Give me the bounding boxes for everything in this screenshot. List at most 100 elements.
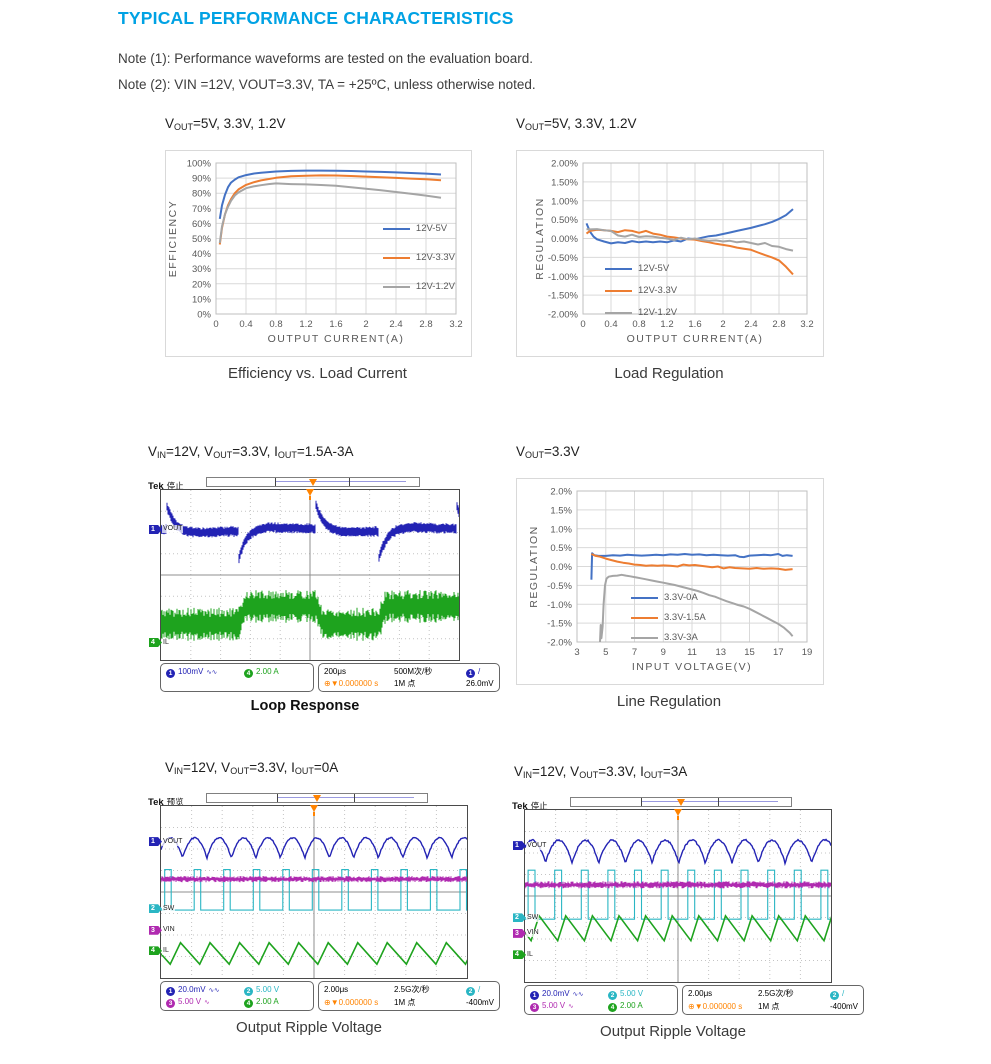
plot-border [576, 490, 808, 643]
x-tick-label: 0.8 [632, 319, 645, 330]
figure-output-ripple-0a: VIN=12V, VOUT=3.3V, IOUT=0A Tek 预览 1 VOUT 2 SW… [148, 760, 501, 1036]
waveform-pulse-trace [525, 869, 831, 920]
channel-scale: 5.00 V [620, 989, 644, 998]
y-tick-label: -0.50% [548, 253, 579, 264]
series-3.3V-1.5A [590, 553, 793, 571]
horizontal-offset-readout: ⊕▼0.000000 s [688, 1001, 743, 1011]
waveform-ripple-trace [525, 838, 831, 867]
coupling-icon: ∿∿ [572, 991, 584, 998]
x-tick-label: 2.8 [419, 319, 432, 330]
condition-text: =3.3V, I [249, 760, 295, 775]
channel-chip: 2 [608, 991, 617, 1000]
acquisition-bar [206, 477, 420, 487]
legend-label: 12V-5V [415, 223, 448, 234]
acquisition-bar [206, 793, 428, 803]
x-tick-label: 13 [715, 647, 726, 658]
y-tick-label: -1.00% [548, 272, 579, 283]
y-tick-label: 30% [192, 264, 212, 275]
figure-caption: Output Ripple Voltage [236, 1019, 382, 1036]
trigger-slope-icon: / [478, 667, 481, 676]
figure-caption: Load Regulation [614, 365, 724, 382]
y-tick-label: 2.00% [551, 159, 578, 170]
tek-logo: Tek [512, 801, 528, 812]
x-axis-title: OUTPUT CURRENT(A) [627, 333, 764, 345]
note-2: Note (2): VIN =12V, VOUT=3.3V, TA = +25º… [118, 77, 536, 92]
figure-line-regulation: VOUT=3.3V 3 5 7 9 11 13 15 17 19 -2.0% -1.5% -1.0% -0… [516, 444, 824, 710]
condition-subscript: IN [523, 770, 533, 780]
legend-label: 12V-3.3V [415, 252, 455, 263]
x-tick-label: 11 [687, 647, 697, 658]
condition-text: =12V, V [183, 760, 231, 775]
chart-canvas: 0 0.4 0.8 1.2 1.6 2 2.4 2.8 3.2 0% 10% 20% 30% 40% 50%… [167, 159, 463, 346]
y-tick-label: 1.50% [551, 177, 578, 188]
oscilloscope-output-ripple-3a: Tek 停止 1 VOUT 2 SW 3 VIN 4 IL 1 20.0mV ∿∿ 2 5.00 V 3 5.0… [512, 796, 865, 1015]
channel-label: IL [162, 638, 170, 647]
scope-header: Tek 停止 [512, 796, 832, 812]
condition-text: V [165, 116, 175, 131]
x-tick-label: 0.4 [604, 319, 617, 330]
x-tick-label: 1.2 [299, 319, 312, 330]
figure-caption: Efficiency vs. Load Current [228, 365, 407, 382]
channel-number-flag: 4 [149, 946, 162, 956]
figure-caption: Loop Response [250, 698, 360, 714]
x-tick-label: 15 [744, 647, 755, 658]
channel-chip: 4 [608, 1003, 617, 1012]
x-tick-label: 0.4 [239, 319, 252, 330]
figure-load-regulation: VOUT=5V, 3.3V, 1.2V 0 0.4 0.8 1.2 1.6 2 2.4 2.8 3… [516, 116, 824, 382]
sample-rate-readout: 2.5G次/秒 [394, 985, 430, 994]
series-3.3V-0A [590, 552, 793, 580]
channel-readouts-box: 1 20.0mV ∿∿ 2 5.00 V 3 5.00 V ∿ 4 2.00 A [160, 981, 314, 1011]
legend-swatch [382, 256, 410, 259]
graticule-center-lines [161, 806, 467, 978]
legend-swatch [631, 616, 658, 619]
legend-label: 12V-1.2V [415, 281, 455, 292]
y-axis-title: REGULATION [528, 525, 540, 607]
acquisition-divider [354, 794, 356, 802]
trigger-level-readout: -400mV [466, 997, 495, 1007]
channel-marker-il: 4 IL [149, 638, 170, 647]
x-tick-label: 3.2 [449, 319, 462, 330]
acquisition-window-line [274, 481, 407, 482]
trigger-marker [310, 805, 318, 816]
oscilloscope-output-ripple-0a: Tek 预览 1 VOUT 2 SW 3 VIN 4 IL 1 20.0mV ∿∿ 2 5.00 V 3 5.0… [148, 792, 501, 1011]
x-tick-label: 1.6 [329, 319, 342, 330]
legend-swatch [605, 311, 632, 314]
acquisition-divider [718, 798, 720, 806]
channel-scale: 2.00 A [256, 997, 279, 1006]
coupling-icon: ∿∿ [208, 987, 220, 994]
x-tick-label: 0.8 [269, 319, 282, 330]
channel-chip: 2 [244, 987, 253, 996]
x-tick-label: 5 [603, 647, 608, 658]
chart-line-regulation: 3 5 7 9 11 13 15 17 19 -2.0% -1.5% -1.0% -0.5% 0.0% 0.… [516, 478, 824, 685]
tek-logo: Tek [148, 481, 164, 492]
trigger-source-readout: 1/ [466, 666, 494, 678]
channel-marker-il: 4 IL [149, 946, 170, 956]
legend-entry: 12V-5V [605, 263, 677, 274]
channel-chip: 1 [530, 991, 539, 1000]
y-tick-label: 20% [192, 279, 212, 290]
graticule: 1 VOUT 2 SW 3 VIN 4 IL [513, 809, 832, 983]
x-tick-label: 0 [213, 319, 218, 330]
scope-status-bar: 1 100mV ∿∿ 4 2.00 A 200μs 500M次/秒 1/⊕▼0.000000 … [160, 663, 500, 692]
y-tick-label: 0.50% [551, 215, 578, 226]
channel-number-flag: 2 [149, 904, 162, 914]
channel-scale: 20.0mV [542, 989, 570, 998]
y-tick-label: 2.0% [550, 487, 572, 498]
y-tick-label: -1.50% [548, 291, 579, 302]
figure-output-ripple-3a: VIN=12V, VOUT=3.3V, IOUT=3A Tek 停止 1 VOUT 2 SW… [512, 764, 865, 1040]
channel-number-flag: 1 [149, 524, 162, 534]
trigger-slope-icon: / [842, 989, 845, 998]
sample-rate-readout: 500M次/秒 [394, 667, 433, 676]
channel-chip: 1 [166, 669, 175, 678]
figure-condition: VIN=12V, VOUT=3.3V, IOUT=3A [512, 764, 834, 780]
condition-subscript: OUT [294, 766, 314, 776]
legend-entry: 3.3V-1.5A [631, 612, 706, 623]
condition-text: =3A [662, 764, 688, 779]
channel-number-flag: 3 [149, 925, 162, 935]
trigger-position-icon [313, 795, 321, 802]
series-12V-1.2V [586, 228, 794, 252]
waveform-flat-trace [525, 881, 831, 889]
trigger-slope-icon: / [478, 985, 481, 994]
coupling-icon: ∿ [568, 1003, 574, 1010]
timebase-readout: 2.00μs [324, 985, 349, 994]
